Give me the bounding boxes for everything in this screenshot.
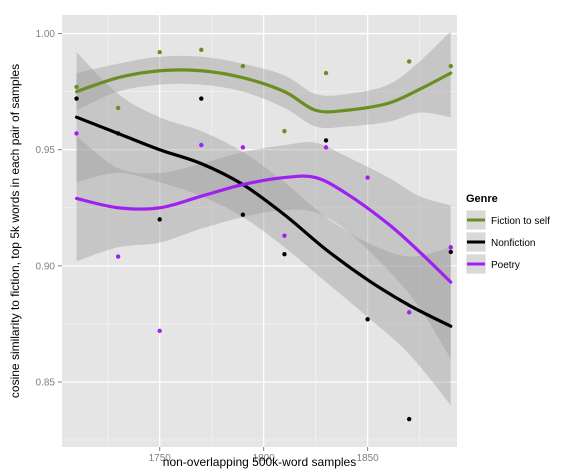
- point-poetry: [448, 245, 453, 250]
- grid-major: [62, 15, 457, 447]
- point-fiction-to-self: [240, 63, 246, 69]
- y-tick-label: 0.95: [36, 145, 56, 156]
- point-nonfiction: [323, 138, 329, 143]
- point-nonfiction: [157, 217, 162, 222]
- point-nonfiction: [199, 96, 204, 101]
- point-fiction-to-self: [323, 70, 329, 76]
- point-nonfiction: [115, 131, 121, 136]
- x-tick-label: 1850: [356, 453, 379, 464]
- point-poetry: [282, 233, 287, 238]
- smooth-lines: [74, 68, 453, 328]
- point-nonfiction: [406, 416, 412, 422]
- x-axis: 1750 1800 1850: [149, 447, 379, 464]
- point-poetry: [157, 328, 162, 334]
- x-tick-label: 1750: [149, 453, 172, 464]
- line-fiction-to-self: [74, 68, 453, 114]
- line-nonfiction: [74, 115, 453, 328]
- x-axis-title: non-overlapping 500k-word samples: [163, 455, 356, 469]
- y-tick-label: 1.00: [36, 29, 56, 40]
- point-poetry: [199, 142, 204, 148]
- grid-minor: [62, 15, 457, 447]
- band-fiction-to-self: [76, 31, 451, 129]
- confidence-bands: [76, 31, 451, 406]
- point-fiction-to-self: [74, 84, 79, 90]
- data-points: [74, 47, 453, 422]
- point-fiction-to-self: [199, 47, 204, 53]
- point-fiction-to-self: [282, 128, 287, 134]
- point-fiction-to-self: [157, 49, 162, 55]
- point-nonfiction: [240, 212, 246, 217]
- point-nonfiction: [448, 249, 453, 255]
- plot-panel: [62, 15, 457, 447]
- point-poetry: [115, 254, 121, 259]
- legend-label-fiction-to-self: Fiction to self: [491, 216, 550, 227]
- point-poetry: [323, 145, 329, 150]
- x-tick-label: 1800: [253, 453, 276, 464]
- y-tick-label: 0.90: [36, 261, 56, 272]
- legend-label-poetry: Poetry: [491, 260, 520, 271]
- point-poetry: [365, 175, 370, 180]
- line-poetry: [74, 174, 453, 284]
- y-axis: 0.85 0.90 0.95 1.00: [36, 29, 62, 388]
- point-fiction-to-self: [115, 105, 121, 111]
- point-fiction-to-self: [448, 63, 453, 69]
- point-poetry: [74, 131, 79, 136]
- point-poetry: [240, 145, 246, 150]
- point-nonfiction: [74, 96, 79, 101]
- legend: Genre Fiction to self Nonfiction Poetry: [465, 193, 550, 275]
- point-poetry: [406, 310, 412, 315]
- legend-label-nonfiction: Nonfiction: [491, 238, 535, 249]
- point-nonfiction: [365, 317, 370, 322]
- y-tick-label: 0.85: [36, 377, 56, 388]
- band-poetry: [76, 135, 451, 359]
- band-nonfiction: [76, 52, 451, 406]
- y-axis-title: cosine similarity to fiction, top 5k wor…: [8, 64, 22, 398]
- legend-title: Genre: [466, 193, 498, 205]
- point-nonfiction: [282, 252, 287, 257]
- point-fiction-to-self: [406, 59, 412, 64]
